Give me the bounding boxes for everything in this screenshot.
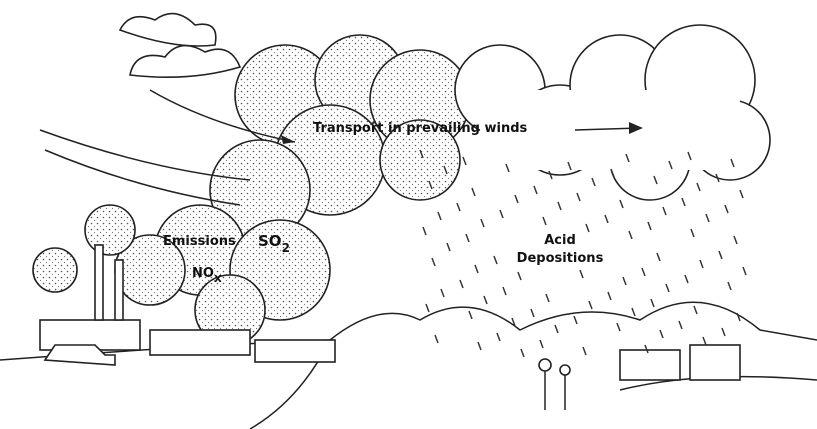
raindrop — [694, 306, 697, 314]
raindrop — [521, 349, 524, 357]
landscape — [0, 245, 817, 429]
raindrop — [722, 328, 725, 336]
raindrop — [503, 287, 506, 295]
raindrop — [478, 342, 481, 350]
people — [539, 359, 551, 371]
raindrop — [648, 222, 651, 230]
transport-label: Transport in prevailing winds — [313, 121, 528, 136]
raindrop — [592, 178, 595, 186]
raindrop — [484, 296, 487, 304]
raindrop — [543, 217, 546, 225]
raindrop — [685, 275, 688, 283]
raindrop — [617, 323, 620, 331]
raindrop — [740, 190, 743, 198]
raindrop — [460, 280, 463, 288]
raindrop — [682, 198, 685, 206]
raindrop — [466, 234, 469, 242]
raindrop — [515, 195, 518, 203]
raindrop — [725, 205, 728, 213]
raindrop — [531, 309, 534, 317]
raindrop — [734, 236, 737, 244]
raindrop — [475, 265, 478, 273]
raindrop — [608, 292, 611, 300]
raindrop — [743, 267, 746, 275]
raindrop — [706, 214, 709, 222]
raindrop — [657, 253, 660, 261]
small-clouds — [120, 14, 240, 78]
raindrop — [703, 337, 706, 345]
raindrop — [497, 333, 500, 341]
raindrop — [679, 321, 682, 329]
raindrop — [500, 210, 503, 218]
raindrop — [605, 215, 608, 223]
nox-base: NO — [192, 266, 214, 281]
raindrop — [432, 258, 435, 266]
raindrop — [580, 270, 583, 278]
raindrop — [666, 284, 669, 292]
raindrop — [441, 289, 444, 297]
raindrop — [663, 207, 666, 215]
raindrop — [555, 325, 558, 333]
emissions-label: Emissions — [163, 234, 236, 249]
raindrop — [623, 277, 626, 285]
raindrop — [558, 202, 561, 210]
raindrop — [642, 268, 645, 276]
raindrop — [691, 229, 694, 237]
raindrop — [660, 330, 663, 338]
raindrop — [463, 157, 466, 165]
raindrop — [728, 282, 731, 290]
raindrop — [697, 183, 700, 191]
raindrop — [435, 335, 438, 343]
raindrop — [583, 347, 586, 355]
depositions-label: Depositions — [517, 251, 604, 266]
nox-sub: X — [214, 274, 222, 285]
so2-base: SO — [258, 232, 282, 250]
raindrop — [472, 188, 475, 196]
raindrop — [620, 200, 623, 208]
raindrop — [577, 193, 580, 201]
raindrop — [426, 304, 429, 312]
illustration: Transport in prevailing winds Emissions … — [0, 0, 817, 429]
raindrop — [632, 308, 635, 316]
raindrop — [423, 227, 426, 235]
raindrop — [700, 260, 703, 268]
raindrop — [540, 340, 543, 348]
so2-sub: 2 — [282, 241, 290, 255]
raindrop — [629, 231, 632, 239]
raindrop — [534, 186, 537, 194]
raindrop — [494, 256, 497, 264]
raindrop — [586, 224, 589, 232]
raindrop — [438, 212, 441, 220]
raindrop — [574, 316, 577, 324]
raindrop — [589, 301, 592, 309]
bus — [150, 330, 250, 355]
raindrop — [457, 203, 460, 211]
raindrop — [651, 299, 654, 307]
raindrop — [469, 311, 472, 319]
acid-label: Acid — [544, 233, 576, 248]
houses — [620, 350, 680, 380]
raindrop — [546, 294, 549, 302]
raindrop — [447, 243, 450, 251]
raindrop — [518, 272, 521, 280]
raindrop — [719, 251, 722, 259]
raindrop — [481, 219, 484, 227]
